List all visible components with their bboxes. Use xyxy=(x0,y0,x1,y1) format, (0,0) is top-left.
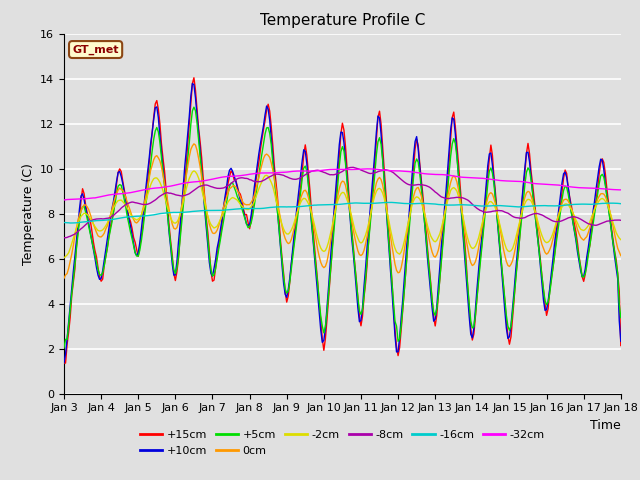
+5cm xyxy=(397,323,405,329)
+5cm xyxy=(164,213,172,219)
-8cm xyxy=(60,235,68,240)
-8cm xyxy=(552,219,559,225)
+15cm xyxy=(550,254,558,260)
Legend: +15cm, +10cm, +5cm, 0cm, -2cm, -8cm, -16cm, -32cm: +15cm, +10cm, +5cm, 0cm, -2cm, -8cm, -16… xyxy=(136,426,549,460)
0cm xyxy=(410,193,417,199)
-2cm xyxy=(379,190,387,196)
X-axis label: Time: Time xyxy=(590,419,621,432)
-32cm xyxy=(397,168,405,174)
0cm xyxy=(76,212,83,218)
-2cm xyxy=(190,168,198,174)
Line: +10cm: +10cm xyxy=(64,84,621,362)
-16cm xyxy=(77,219,85,225)
+10cm xyxy=(189,81,196,86)
-16cm xyxy=(379,200,387,205)
+5cm xyxy=(76,217,83,223)
-16cm xyxy=(399,201,406,206)
-8cm xyxy=(412,182,419,188)
+5cm xyxy=(379,157,387,163)
-16cm xyxy=(60,220,68,226)
-8cm xyxy=(380,167,388,173)
-2cm xyxy=(60,255,68,261)
Line: -32cm: -32cm xyxy=(64,169,621,200)
-8cm xyxy=(349,165,357,170)
+15cm xyxy=(410,167,417,172)
0cm xyxy=(397,265,405,271)
Line: +15cm: +15cm xyxy=(64,78,621,363)
-16cm xyxy=(617,201,625,206)
+15cm xyxy=(76,216,83,221)
0cm xyxy=(60,276,68,281)
Line: 0cm: 0cm xyxy=(64,144,621,278)
-2cm xyxy=(617,237,625,242)
Text: GT_met: GT_met xyxy=(72,44,119,55)
-32cm xyxy=(617,187,625,193)
-2cm xyxy=(550,226,558,232)
+10cm xyxy=(76,206,83,212)
-2cm xyxy=(397,249,405,255)
0cm xyxy=(550,230,558,236)
-32cm xyxy=(410,169,417,175)
-32cm xyxy=(76,196,83,202)
-32cm xyxy=(164,184,172,190)
-2cm xyxy=(164,205,172,211)
+5cm xyxy=(60,345,68,351)
-32cm xyxy=(550,182,558,188)
-16cm xyxy=(412,201,419,206)
-8cm xyxy=(617,217,625,223)
+10cm xyxy=(550,243,558,249)
-2cm xyxy=(410,198,417,204)
+10cm xyxy=(397,315,405,321)
0cm xyxy=(379,182,387,188)
+15cm xyxy=(379,144,387,149)
-16cm xyxy=(68,220,76,226)
-2cm xyxy=(76,216,83,222)
-16cm xyxy=(552,203,559,209)
Line: +5cm: +5cm xyxy=(64,107,621,348)
Line: -16cm: -16cm xyxy=(64,203,621,223)
+10cm xyxy=(60,360,68,365)
+10cm xyxy=(617,338,625,344)
0cm xyxy=(164,198,172,204)
0cm xyxy=(190,141,198,147)
+15cm xyxy=(164,205,172,211)
-16cm xyxy=(387,200,394,205)
0cm xyxy=(617,253,625,259)
-8cm xyxy=(399,178,406,184)
Line: -2cm: -2cm xyxy=(64,171,621,258)
+15cm xyxy=(397,327,405,333)
-8cm xyxy=(165,190,173,196)
-32cm xyxy=(379,167,387,173)
-32cm xyxy=(365,166,372,172)
+15cm xyxy=(190,75,198,81)
+5cm xyxy=(190,104,198,110)
Line: -8cm: -8cm xyxy=(64,168,621,238)
+15cm xyxy=(617,343,625,348)
+10cm xyxy=(379,155,387,160)
Y-axis label: Temperature (C): Temperature (C) xyxy=(22,163,35,264)
+10cm xyxy=(164,212,172,217)
Title: Temperature Profile C: Temperature Profile C xyxy=(260,13,425,28)
-32cm xyxy=(60,197,68,203)
+5cm xyxy=(550,255,558,261)
-8cm xyxy=(61,235,69,240)
-8cm xyxy=(77,226,85,232)
+15cm xyxy=(60,360,68,366)
-16cm xyxy=(165,210,173,216)
+5cm xyxy=(410,174,417,180)
+5cm xyxy=(617,315,625,321)
+10cm xyxy=(410,153,417,159)
